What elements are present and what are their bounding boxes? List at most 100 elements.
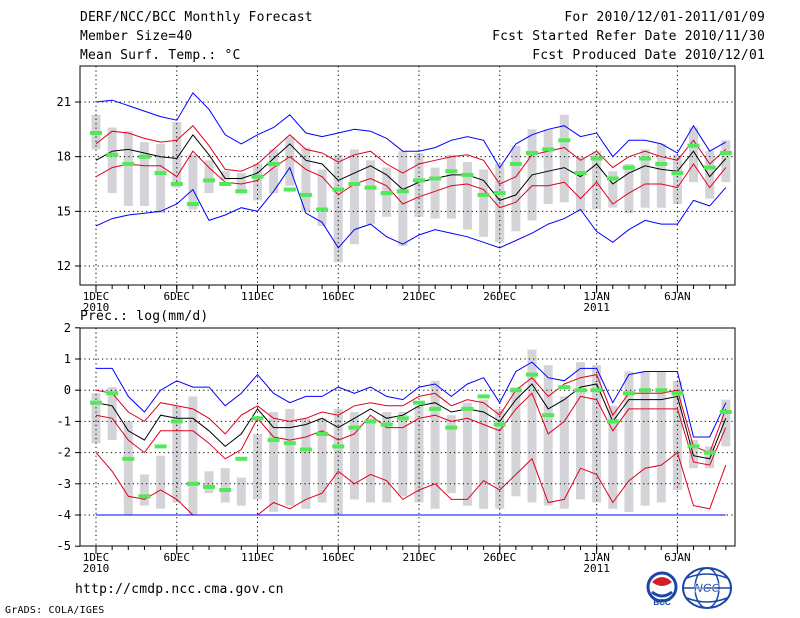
ensemble-marker bbox=[719, 151, 732, 155]
x-tick-label: 1DEC bbox=[83, 551, 110, 564]
range-bar bbox=[624, 371, 634, 512]
ensemble-marker bbox=[461, 172, 474, 177]
ensemble-marker bbox=[332, 444, 345, 449]
range-bar bbox=[608, 171, 618, 208]
range-bar bbox=[285, 136, 295, 186]
ensemble-marker bbox=[90, 131, 102, 135]
range-bar bbox=[285, 408, 295, 506]
ensemble-marker bbox=[542, 147, 555, 152]
bcc-logo-text: BCC bbox=[653, 598, 671, 607]
ensemble-marker bbox=[138, 154, 151, 159]
x-tick-label: 11DEC bbox=[241, 290, 274, 303]
range-bar bbox=[479, 169, 489, 237]
range-bar bbox=[317, 169, 327, 226]
variable-label: Mean Surf. Temp.: °C bbox=[80, 48, 241, 63]
ensemble-marker bbox=[380, 191, 393, 196]
ensemble-marker bbox=[606, 419, 619, 424]
ensemble-marker bbox=[283, 187, 296, 192]
y-tick-label: 0 bbox=[64, 383, 71, 397]
ensemble-marker bbox=[639, 156, 652, 161]
ensemble-marker bbox=[429, 406, 442, 411]
grads-credit: GrADS: COLA/IGES bbox=[5, 605, 105, 616]
x-tick-label: 1JAN bbox=[583, 290, 610, 303]
ensemble-marker bbox=[251, 174, 264, 179]
x-tick-label: 1DEC bbox=[83, 290, 110, 303]
range-bar bbox=[511, 387, 521, 497]
x-tick-sublabel: 2010 bbox=[83, 301, 110, 314]
ensemble-marker bbox=[671, 391, 684, 396]
ensemble-marker bbox=[203, 178, 215, 183]
ensemble-marker bbox=[558, 385, 571, 390]
range-bar bbox=[349, 149, 359, 245]
footer-url: http://cmdp.ncc.cma.gov.cn bbox=[75, 582, 284, 597]
ensemble-marker bbox=[509, 388, 522, 393]
ensemble-marker bbox=[396, 189, 409, 194]
y-tick-label: 18 bbox=[57, 150, 71, 164]
ensemble-marker bbox=[574, 388, 587, 393]
range-bar bbox=[204, 160, 214, 194]
x-tick-label: 26DEC bbox=[483, 551, 516, 564]
y-tick-label: 2 bbox=[64, 321, 71, 335]
x-tick-label: 26DEC bbox=[483, 290, 516, 303]
x-tick-label: 16DEC bbox=[322, 290, 355, 303]
ensemble-marker bbox=[154, 171, 167, 176]
range-bar bbox=[511, 145, 521, 232]
range-bar bbox=[592, 151, 602, 210]
ensemble-marker bbox=[267, 162, 280, 166]
range-bar bbox=[559, 114, 569, 203]
range-bar bbox=[495, 408, 505, 509]
series-lower bbox=[95, 392, 727, 466]
range-bar bbox=[430, 380, 440, 509]
ensemble-marker bbox=[526, 151, 538, 155]
series-mean bbox=[95, 383, 727, 460]
range-bar bbox=[156, 143, 166, 214]
range-bar bbox=[139, 474, 149, 506]
ensemble-marker bbox=[170, 182, 183, 186]
range-bar bbox=[156, 455, 166, 509]
ensemble-marker bbox=[413, 400, 425, 405]
ensemble-marker bbox=[606, 176, 619, 181]
ensemble-marker bbox=[219, 488, 232, 492]
ensemble-marker bbox=[526, 372, 538, 377]
range-bar bbox=[656, 143, 666, 208]
bcc-logo-ring bbox=[646, 571, 678, 603]
ensemble-marker bbox=[574, 171, 587, 176]
range-bar bbox=[689, 127, 698, 183]
ensemble-marker bbox=[639, 388, 652, 393]
range-bar bbox=[333, 154, 343, 263]
ensemble-marker bbox=[122, 456, 135, 461]
ensemble-marker bbox=[299, 447, 312, 452]
ensemble-marker bbox=[235, 456, 248, 461]
range-bar bbox=[430, 167, 440, 219]
ensemble-marker bbox=[267, 438, 280, 443]
ensemble-marker bbox=[445, 425, 458, 430]
range-bar bbox=[398, 412, 408, 497]
ensemble-marker bbox=[719, 410, 732, 414]
ensemble-marker bbox=[299, 192, 312, 197]
range-bar bbox=[366, 160, 375, 225]
ensemble-marker bbox=[687, 444, 700, 449]
ncc-logo-lat2 bbox=[686, 597, 728, 603]
ensemble-marker bbox=[90, 400, 102, 405]
y-tick-label: 15 bbox=[57, 204, 71, 218]
range-bar bbox=[107, 127, 117, 194]
ensemble-marker bbox=[186, 481, 199, 486]
logos: BCC NCC bbox=[646, 567, 732, 609]
x-tick-label: 21DEC bbox=[402, 551, 435, 564]
ensemble-marker bbox=[477, 192, 490, 197]
range-bar bbox=[656, 371, 666, 503]
ensemble-marker bbox=[429, 176, 442, 181]
range-bar bbox=[123, 131, 133, 206]
range-bar bbox=[624, 164, 634, 214]
range-bar bbox=[236, 173, 246, 194]
ensemble-marker bbox=[364, 419, 377, 424]
ensemble-marker bbox=[687, 143, 700, 148]
series-upper bbox=[95, 374, 727, 454]
ensemble-marker bbox=[493, 422, 506, 427]
ncc-logo-lat1 bbox=[686, 573, 728, 579]
ensemble-marker bbox=[590, 388, 603, 393]
x-tick-sublabel: 2010 bbox=[83, 562, 110, 575]
ensemble-marker bbox=[396, 416, 409, 421]
